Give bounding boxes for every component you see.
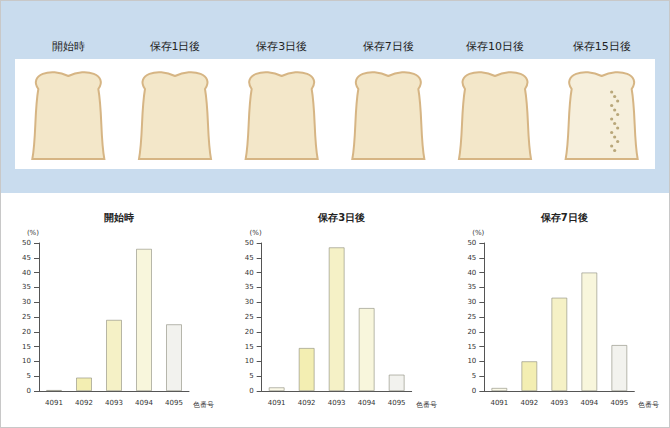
svg-text:4093: 4093 bbox=[328, 399, 346, 407]
svg-text:開始時: 開始時 bbox=[104, 212, 134, 223]
svg-text:4092: 4092 bbox=[298, 399, 316, 407]
svg-text:4093: 4093 bbox=[105, 399, 123, 407]
svg-text:50: 50 bbox=[245, 239, 254, 247]
svg-text:4092: 4092 bbox=[520, 399, 538, 407]
svg-text:保存3日後: 保存3日後 bbox=[317, 212, 365, 223]
svg-text:30: 30 bbox=[467, 298, 476, 306]
svg-text:45: 45 bbox=[467, 254, 476, 262]
svg-text:色番号: 色番号 bbox=[193, 401, 214, 409]
svg-text:10: 10 bbox=[245, 357, 254, 365]
svg-text:50: 50 bbox=[22, 239, 31, 247]
svg-text:20: 20 bbox=[245, 328, 254, 336]
svg-text:0: 0 bbox=[27, 387, 31, 395]
svg-text:色番号: 色番号 bbox=[638, 401, 659, 409]
svg-text:40: 40 bbox=[245, 269, 254, 277]
svg-text:4094: 4094 bbox=[135, 399, 153, 407]
svg-text:(%): (%) bbox=[27, 229, 39, 237]
svg-text:35: 35 bbox=[245, 283, 254, 291]
svg-text:45: 45 bbox=[22, 254, 31, 262]
svg-text:20: 20 bbox=[22, 328, 31, 336]
svg-text:4094: 4094 bbox=[358, 399, 376, 407]
svg-text:5: 5 bbox=[27, 372, 31, 380]
svg-text:25: 25 bbox=[467, 313, 476, 321]
svg-text:色番号: 色番号 bbox=[416, 401, 437, 409]
html-text:保存1日後: 保存1日後 bbox=[149, 40, 201, 53]
svg-text:25: 25 bbox=[22, 313, 31, 321]
svg-text:15: 15 bbox=[245, 343, 254, 351]
svg-text:4095: 4095 bbox=[388, 399, 406, 407]
svg-text:4091: 4091 bbox=[490, 399, 508, 407]
svg-text:40: 40 bbox=[467, 269, 476, 277]
svg-text:4091: 4091 bbox=[268, 399, 286, 407]
html-text:保存15日後: 保存15日後 bbox=[572, 40, 631, 53]
svg-text:15: 15 bbox=[467, 343, 476, 351]
svg-text:4093: 4093 bbox=[550, 399, 568, 407]
svg-text:(%): (%) bbox=[472, 229, 484, 237]
svg-text:10: 10 bbox=[22, 357, 31, 365]
html-text:保存7日後: 保存7日後 bbox=[362, 40, 414, 53]
svg-text:25: 25 bbox=[245, 313, 254, 321]
svg-text:45: 45 bbox=[245, 254, 254, 262]
html-text:保存3日後: 保存3日後 bbox=[256, 40, 308, 53]
svg-text:50: 50 bbox=[467, 239, 476, 247]
svg-text:10: 10 bbox=[467, 357, 476, 365]
svg-text:4095: 4095 bbox=[610, 399, 628, 407]
html-text:開始時: 開始時 bbox=[51, 40, 85, 53]
svg-text:4094: 4094 bbox=[580, 399, 598, 407]
svg-text:5: 5 bbox=[472, 372, 476, 380]
svg-text:5: 5 bbox=[249, 372, 253, 380]
svg-text:4095: 4095 bbox=[165, 399, 183, 407]
svg-text:4091: 4091 bbox=[45, 399, 63, 407]
svg-text:40: 40 bbox=[22, 269, 31, 277]
svg-text:15: 15 bbox=[22, 343, 31, 351]
svg-text:0: 0 bbox=[249, 387, 253, 395]
svg-text:35: 35 bbox=[467, 283, 476, 291]
svg-text:30: 30 bbox=[22, 298, 31, 306]
svg-text:35: 35 bbox=[22, 283, 31, 291]
svg-text:20: 20 bbox=[467, 328, 476, 336]
svg-text:30: 30 bbox=[245, 298, 254, 306]
html-text:保存10日後: 保存10日後 bbox=[466, 40, 524, 53]
svg-text:(%): (%) bbox=[250, 229, 262, 237]
svg-text:0: 0 bbox=[472, 387, 476, 395]
svg-text:4092: 4092 bbox=[75, 399, 93, 407]
svg-text:保存7日後: 保存7日後 bbox=[540, 212, 588, 223]
